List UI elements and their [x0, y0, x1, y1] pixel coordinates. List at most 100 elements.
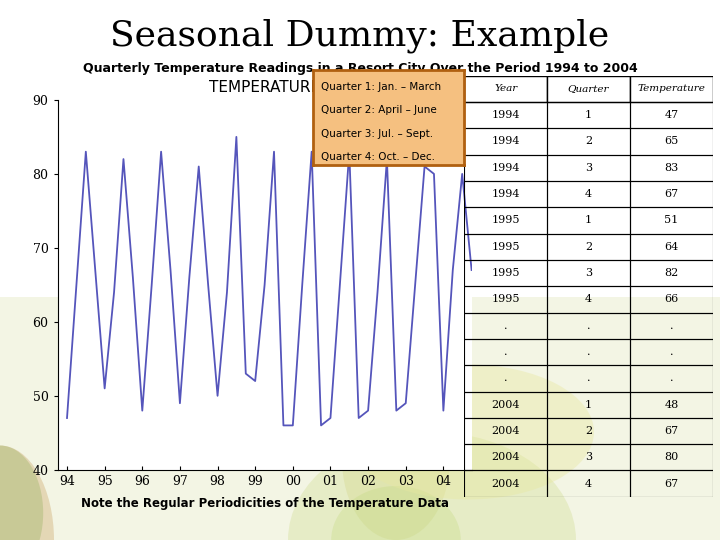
- Bar: [464, 76, 547, 102]
- Text: 1995: 1995: [492, 215, 520, 225]
- Ellipse shape: [331, 486, 461, 540]
- Text: 2004: 2004: [492, 426, 520, 436]
- Bar: [630, 129, 713, 154]
- Text: 1994: 1994: [492, 189, 520, 199]
- Ellipse shape: [342, 364, 594, 500]
- Text: .: .: [587, 373, 590, 383]
- Bar: [0, 297, 720, 540]
- Text: .: .: [670, 373, 673, 383]
- Bar: [547, 260, 630, 286]
- Text: Quarter 4: Oct. – Dec.: Quarter 4: Oct. – Dec.: [321, 152, 435, 163]
- Text: .: .: [587, 321, 590, 330]
- Bar: [630, 260, 713, 286]
- Text: 80: 80: [665, 453, 678, 462]
- Text: 51: 51: [665, 215, 678, 225]
- Bar: [547, 181, 630, 207]
- Text: 47: 47: [665, 110, 678, 120]
- Ellipse shape: [342, 378, 450, 540]
- Bar: [464, 233, 547, 260]
- Text: .: .: [504, 373, 508, 383]
- Text: 2004: 2004: [492, 400, 520, 410]
- Bar: [464, 313, 547, 339]
- Bar: [547, 207, 630, 233]
- Bar: [630, 102, 713, 128]
- Text: 48: 48: [665, 400, 678, 410]
- Bar: [630, 444, 713, 470]
- Bar: [547, 233, 630, 260]
- Bar: [630, 470, 713, 497]
- Bar: [464, 207, 547, 233]
- Bar: [464, 365, 547, 392]
- Text: 3: 3: [585, 453, 592, 462]
- Text: 1: 1: [585, 400, 592, 410]
- Text: 2004: 2004: [492, 478, 520, 489]
- Bar: [630, 207, 713, 233]
- Bar: [547, 444, 630, 470]
- Bar: [547, 365, 630, 392]
- Text: 2: 2: [585, 137, 592, 146]
- Bar: [547, 470, 630, 497]
- Text: 4: 4: [585, 294, 592, 305]
- Bar: [630, 181, 713, 207]
- Ellipse shape: [0, 446, 54, 540]
- Bar: [630, 418, 713, 444]
- Text: 1995: 1995: [492, 268, 520, 278]
- Text: 4: 4: [585, 189, 592, 199]
- Text: Note the Regular Periodicities of the Temperature Data: Note the Regular Periodicities of the Te…: [81, 497, 449, 510]
- Bar: [464, 181, 547, 207]
- Text: 1995: 1995: [492, 242, 520, 252]
- Text: .: .: [670, 347, 673, 357]
- Text: 1994: 1994: [492, 163, 520, 173]
- Text: Quarter 1: Jan. – March: Quarter 1: Jan. – March: [321, 82, 441, 92]
- Text: Quarter 2: April – June: Quarter 2: April – June: [321, 105, 436, 115]
- Bar: [464, 339, 547, 365]
- Text: 67: 67: [665, 426, 678, 436]
- Text: Year: Year: [494, 84, 518, 93]
- Text: 82: 82: [665, 268, 678, 278]
- Text: 65: 65: [665, 137, 678, 146]
- Bar: [464, 129, 547, 154]
- Text: 67: 67: [665, 478, 678, 489]
- Bar: [547, 286, 630, 313]
- Bar: [547, 392, 630, 418]
- Text: .: .: [670, 321, 673, 330]
- Bar: [547, 129, 630, 154]
- Text: 1995: 1995: [492, 294, 520, 305]
- Bar: [630, 76, 713, 102]
- Text: .: .: [587, 347, 590, 357]
- Bar: [547, 102, 630, 128]
- Text: 3: 3: [585, 163, 592, 173]
- Bar: [547, 313, 630, 339]
- Bar: [630, 365, 713, 392]
- Bar: [630, 392, 713, 418]
- Text: 66: 66: [665, 294, 678, 305]
- Bar: [630, 313, 713, 339]
- Text: 2: 2: [585, 426, 592, 436]
- Bar: [464, 102, 547, 128]
- Bar: [547, 154, 630, 181]
- Bar: [464, 260, 547, 286]
- Text: .: .: [504, 347, 508, 357]
- Bar: [464, 392, 547, 418]
- Text: 4: 4: [585, 478, 592, 489]
- Text: Quarterly Temperature Readings in a Resort City Over the Period 1994 to 2004: Quarterly Temperature Readings in a Reso…: [83, 62, 637, 75]
- Bar: [630, 339, 713, 365]
- Text: 1: 1: [585, 110, 592, 120]
- Text: Quarter: Quarter: [568, 84, 609, 93]
- Bar: [547, 418, 630, 444]
- Bar: [464, 470, 547, 497]
- Text: Seasonal Dummy: Example: Seasonal Dummy: Example: [110, 19, 610, 53]
- Bar: [630, 154, 713, 181]
- Text: 2004: 2004: [492, 453, 520, 462]
- Bar: [547, 339, 630, 365]
- Text: 64: 64: [665, 242, 678, 252]
- Text: 67: 67: [665, 189, 678, 199]
- Bar: [547, 76, 630, 102]
- Text: Quarter 3: Jul. – Sept.: Quarter 3: Jul. – Sept.: [321, 129, 433, 139]
- Title: TEMPERATURE: TEMPERATURE: [209, 79, 320, 94]
- Text: 2: 2: [585, 242, 592, 252]
- Text: 1994: 1994: [492, 137, 520, 146]
- Bar: [464, 444, 547, 470]
- Bar: [464, 286, 547, 313]
- Bar: [630, 233, 713, 260]
